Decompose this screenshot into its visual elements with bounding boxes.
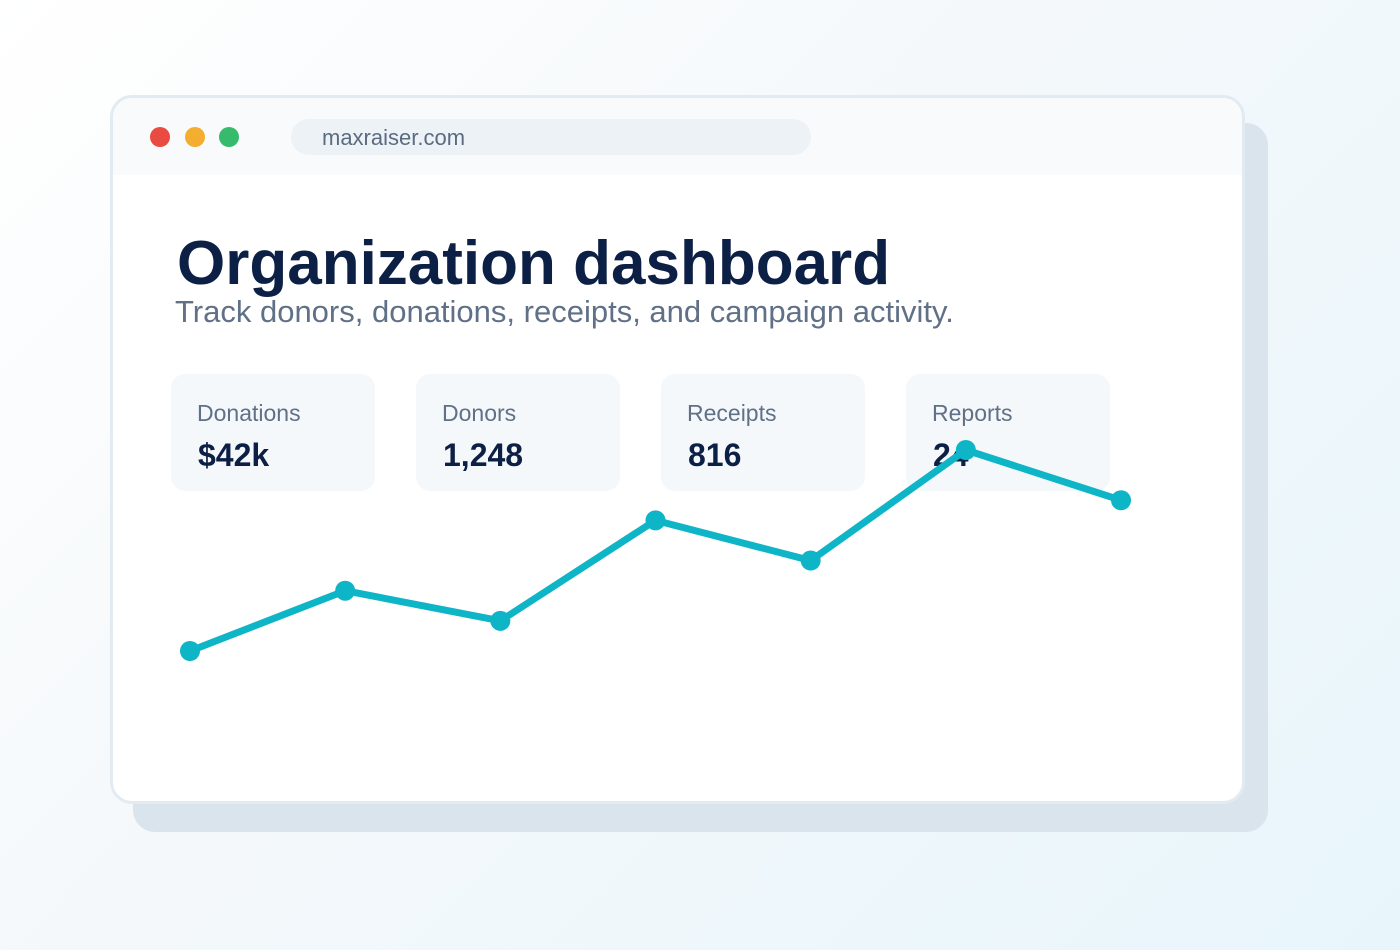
close-window-button[interactable] (150, 127, 170, 147)
stat-card-label: Reports (932, 400, 1013, 426)
browser-titlebar: maxraiser.com (113, 98, 1242, 175)
stat-card-label: Receipts (687, 400, 777, 426)
maximize-window-button[interactable] (219, 127, 239, 147)
page-title: Organization dashboard (177, 229, 891, 298)
stat-card-receipts[interactable]: Receipts 816 (661, 374, 865, 491)
stat-card-value: 816 (688, 437, 742, 473)
stat-card-value: 1,248 (443, 437, 524, 473)
address-bar[interactable]: maxraiser.com (291, 119, 811, 155)
page-subtitle: Track donors, donations, receipts, and c… (175, 294, 954, 329)
browser-window: maxraiser.com Organization dashboard Tra… (110, 95, 1245, 804)
stat-card-reports[interactable]: Reports 24 (906, 374, 1110, 491)
stat-card-label: Donations (197, 400, 301, 426)
stat-card-donations[interactable]: Donations $42k (171, 374, 375, 491)
stat-card-donors[interactable]: Donors 1,248 (416, 374, 620, 491)
stat-card-value: $42k (198, 437, 270, 473)
address-url: maxraiser.com (322, 125, 466, 150)
stat-card-value: 24 (933, 437, 969, 473)
minimize-window-button[interactable] (185, 127, 205, 147)
stat-card-label: Donors (442, 400, 517, 426)
